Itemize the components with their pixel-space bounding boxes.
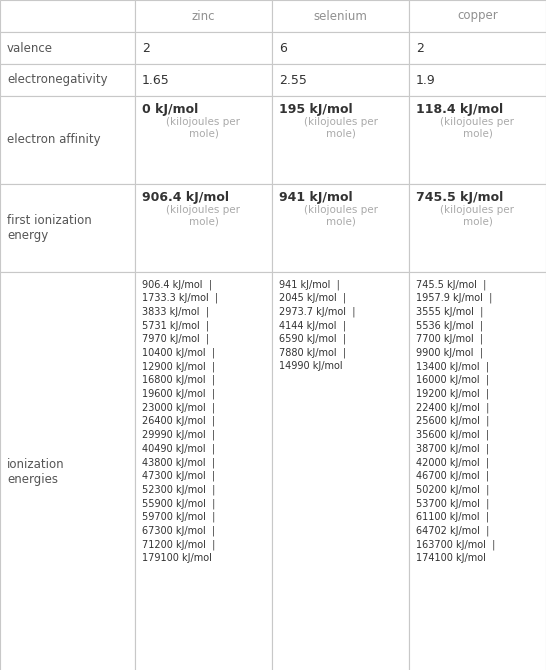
Text: 1.65: 1.65: [142, 74, 170, 86]
Bar: [272, 32, 409, 64]
Bar: [0, 184, 135, 272]
Bar: [135, 64, 272, 96]
Bar: [0, 272, 135, 670]
Text: first ionization
energy: first ionization energy: [7, 214, 92, 242]
Bar: [272, 96, 409, 184]
Bar: [0, 96, 135, 184]
Text: 906.4 kJ/mol: 906.4 kJ/mol: [142, 191, 229, 204]
Bar: [0, 0, 135, 32]
Text: 906.4 kJ/mol  |
1733.3 kJ/mol  |
3833 kJ/mol  |
5731 kJ/mol  |
7970 kJ/mol  |
10: 906.4 kJ/mol | 1733.3 kJ/mol | 3833 kJ/m…: [142, 279, 218, 563]
Text: selenium: selenium: [313, 9, 367, 23]
Text: 941 kJ/mol: 941 kJ/mol: [279, 191, 353, 204]
Text: 6: 6: [279, 42, 287, 54]
Bar: [272, 0, 409, 32]
Text: 1.9: 1.9: [416, 74, 436, 86]
Text: (kilojoules per
mole): (kilojoules per mole): [167, 205, 240, 226]
Bar: [409, 64, 546, 96]
Text: 2: 2: [416, 42, 424, 54]
Bar: [0, 64, 135, 96]
Text: electron affinity: electron affinity: [7, 133, 100, 147]
Text: (kilojoules per
mole): (kilojoules per mole): [441, 117, 514, 139]
Text: electronegativity: electronegativity: [7, 74, 108, 86]
Bar: [272, 184, 409, 272]
Bar: [409, 96, 546, 184]
Bar: [272, 64, 409, 96]
Text: 118.4 kJ/mol: 118.4 kJ/mol: [416, 103, 503, 116]
Bar: [409, 0, 546, 32]
Text: valence: valence: [7, 42, 53, 54]
Bar: [409, 184, 546, 272]
Text: 2.55: 2.55: [279, 74, 307, 86]
Bar: [409, 32, 546, 64]
Text: 941 kJ/mol  |
2045 kJ/mol  |
2973.7 kJ/mol  |
4144 kJ/mol  |
6590 kJ/mol  |
7880: 941 kJ/mol | 2045 kJ/mol | 2973.7 kJ/mol…: [279, 279, 355, 371]
Bar: [135, 96, 272, 184]
Bar: [135, 0, 272, 32]
Text: 2: 2: [142, 42, 150, 54]
Text: (kilojoules per
mole): (kilojoules per mole): [304, 205, 377, 226]
Text: (kilojoules per
mole): (kilojoules per mole): [441, 205, 514, 226]
Text: copper: copper: [457, 9, 498, 23]
Text: 195 kJ/mol: 195 kJ/mol: [279, 103, 353, 116]
Bar: [272, 272, 409, 670]
Bar: [0, 32, 135, 64]
Text: zinc: zinc: [192, 9, 215, 23]
Text: 745.5 kJ/mol: 745.5 kJ/mol: [416, 191, 503, 204]
Text: 0 kJ/mol: 0 kJ/mol: [142, 103, 198, 116]
Text: (kilojoules per
mole): (kilojoules per mole): [167, 117, 240, 139]
Bar: [135, 184, 272, 272]
Bar: [135, 32, 272, 64]
Text: (kilojoules per
mole): (kilojoules per mole): [304, 117, 377, 139]
Bar: [409, 272, 546, 670]
Text: 745.5 kJ/mol  |
1957.9 kJ/mol  |
3555 kJ/mol  |
5536 kJ/mol  |
7700 kJ/mol  |
99: 745.5 kJ/mol | 1957.9 kJ/mol | 3555 kJ/m…: [416, 279, 495, 563]
Bar: [135, 272, 272, 670]
Text: ionization
energies: ionization energies: [7, 458, 64, 486]
